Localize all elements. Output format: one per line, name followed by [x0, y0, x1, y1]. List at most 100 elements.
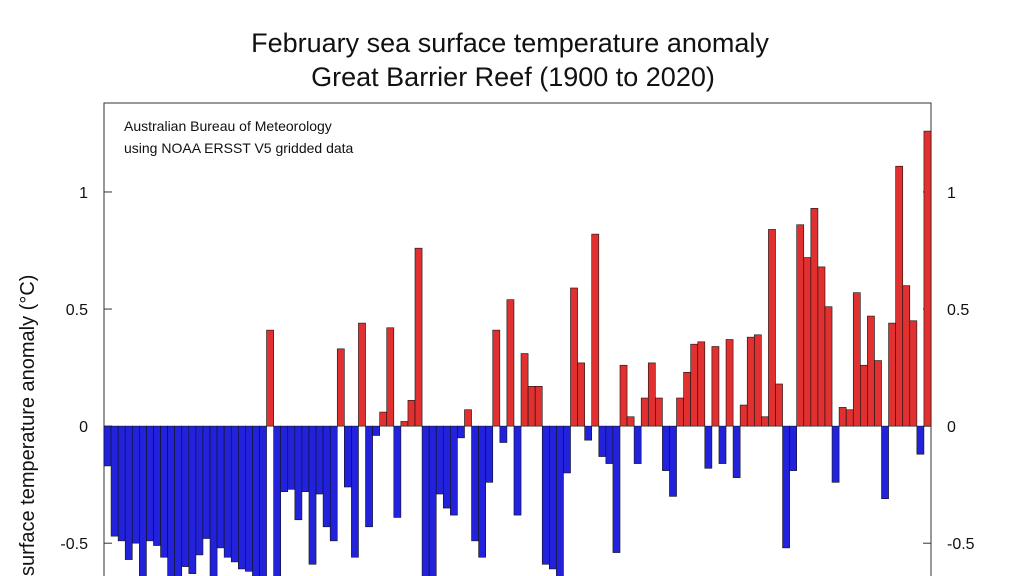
- bar-1981: [676, 397, 684, 427]
- bar-1996: [782, 425, 790, 549]
- bar-1990: [739, 404, 748, 427]
- bar-1916: [216, 425, 225, 549]
- bar-1963: [549, 425, 557, 570]
- bar-1965: [563, 425, 571, 474]
- bar-1921: [252, 425, 260, 576]
- bar-2008: [867, 315, 875, 427]
- bar-1946: [428, 425, 437, 576]
- bar-1964: [556, 425, 564, 576]
- bar-1992: [753, 334, 762, 427]
- chart-title: February sea surface temperature anomaly: [251, 28, 769, 58]
- bar-1900: [103, 425, 112, 467]
- bar-1917: [223, 425, 232, 558]
- bar-2002: [824, 306, 833, 427]
- bar-1952: [471, 425, 479, 542]
- bar-1925: [280, 425, 289, 492]
- bar-1999: [803, 257, 812, 427]
- bar-1918: [230, 425, 239, 563]
- bar-1934: [344, 425, 352, 488]
- bar-1984: [697, 341, 706, 427]
- bar-1958: [513, 425, 522, 516]
- bar-1940: [386, 327, 395, 427]
- bar-2010: [881, 425, 889, 500]
- bar-1911: [181, 425, 190, 567]
- bars: [103, 130, 932, 576]
- y-axis-ticks: 1 1 0.5 0.5 0 0 -0.5 -0.5: [60, 185, 974, 553]
- bar-1959: [520, 353, 529, 427]
- source-note-line-2: using NOAA ERSST V5 gridded data: [124, 140, 354, 156]
- bar-1975: [633, 425, 642, 464]
- bar-1904: [131, 425, 140, 544]
- bar-2016: [923, 130, 932, 427]
- bar-2009: [874, 360, 882, 427]
- bar-1986: [711, 346, 720, 427]
- bar-1974: [626, 416, 635, 427]
- bar-1977: [647, 362, 656, 427]
- bar-1994: [768, 229, 776, 427]
- bar-1947: [435, 425, 444, 495]
- bar-1945: [421, 425, 430, 576]
- bar-1950: [457, 425, 465, 439]
- bar-1919: [238, 425, 246, 570]
- y-tick-label-right: 1: [947, 185, 956, 202]
- bar-1902: [117, 425, 126, 542]
- bar-2000: [810, 208, 819, 427]
- y-tick-label-right: 0.5: [947, 302, 969, 319]
- bar-1936: [358, 322, 366, 427]
- bar-1970: [598, 425, 607, 457]
- bar-2015: [916, 425, 925, 455]
- bar-1983: [690, 343, 699, 427]
- bar-1971: [605, 425, 614, 464]
- bar-1923: [266, 329, 274, 427]
- bar-1914: [202, 425, 211, 539]
- bar-1926: [287, 425, 296, 490]
- y-tick-label-right: 0: [947, 419, 956, 436]
- bar-1937: [365, 425, 373, 528]
- bar-1949: [450, 425, 458, 516]
- bar-1908: [160, 425, 168, 558]
- bar-2004: [838, 407, 847, 427]
- bar-1941: [393, 425, 402, 518]
- y-tick-label-left: 0.5: [66, 302, 88, 319]
- bar-1988: [725, 339, 734, 427]
- bar-1982: [683, 371, 691, 427]
- bar-2013: [902, 285, 911, 427]
- bar-2005: [845, 409, 854, 427]
- bar-1957: [506, 299, 515, 427]
- bar-1922: [259, 425, 267, 576]
- bar-1954: [485, 425, 494, 483]
- bar-1967: [577, 362, 585, 427]
- bar-1962: [541, 425, 550, 565]
- bar-1997: [789, 425, 798, 471]
- bar-1985: [704, 425, 713, 469]
- bar-1932: [329, 425, 338, 542]
- bar-1912: [188, 425, 197, 574]
- bar-1901: [110, 425, 119, 537]
- bar-1951: [464, 409, 472, 427]
- source-note-line-1: Australian Bureau of Meteorology: [124, 118, 332, 134]
- bar-1935: [351, 425, 359, 558]
- bar-1928: [301, 425, 310, 492]
- bar-1976: [640, 397, 649, 427]
- bar-1978: [655, 397, 663, 427]
- bar-2001: [817, 266, 826, 427]
- bar-1987: [718, 425, 727, 464]
- bar-1905: [139, 425, 147, 576]
- bar-1972: [612, 425, 621, 553]
- bar-1989: [732, 425, 741, 478]
- y-tick-label-left: -0.5: [60, 536, 88, 553]
- bar-1906: [146, 425, 154, 542]
- bar-1953: [478, 425, 486, 558]
- bar-1915: [209, 425, 218, 576]
- y-tick-label-left: 1: [79, 185, 88, 202]
- bar-1942: [400, 421, 409, 427]
- bar-1955: [492, 329, 501, 427]
- bar-1910: [174, 425, 183, 576]
- bar-1920: [245, 425, 253, 572]
- bar-1979: [662, 425, 670, 471]
- bar-2011: [888, 322, 896, 427]
- bar-1968: [584, 425, 593, 441]
- y-axis-label: surface temperature anomaly (°C): [17, 275, 39, 576]
- bar-1948: [442, 425, 451, 509]
